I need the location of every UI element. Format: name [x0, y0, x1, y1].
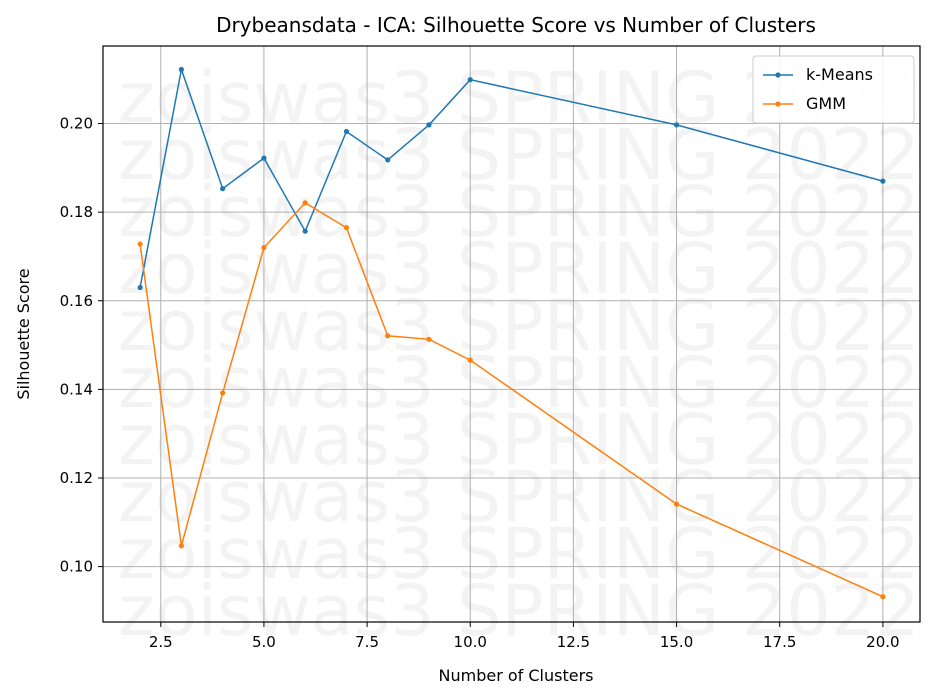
- y-tick-label: 0.16: [60, 292, 93, 310]
- data-point-gmm: [426, 336, 432, 342]
- y-tick-label: 0.12: [60, 469, 93, 487]
- legend-label-kmeans: k-Means: [806, 65, 873, 84]
- grid: [103, 46, 920, 622]
- data-point-k-means: [137, 284, 143, 291]
- data-point-k-means: [467, 77, 473, 83]
- data-point-k-means: [673, 122, 680, 128]
- data-point-gmm: [261, 245, 267, 251]
- data-point-gmm: [385, 333, 391, 339]
- x-tick-label: 17.5: [763, 633, 796, 651]
- data-point-k-means: [385, 157, 391, 163]
- data-point-gmm: [880, 594, 886, 600]
- data-point-k-means: [178, 66, 184, 73]
- data-point-k-means: [261, 155, 267, 161]
- legend: k-Means GMM: [752, 55, 915, 124]
- y-tick-label: 0.18: [60, 203, 93, 221]
- chart-title: Drybeansdata - ICA: Silhouette Score vs …: [216, 13, 816, 37]
- data-point-k-means: [302, 228, 308, 234]
- data-point-gmm: [302, 200, 308, 206]
- data-point-k-means: [343, 128, 350, 135]
- y-tick-label: 0.10: [60, 558, 93, 576]
- ticks: 2.5 5.0 7.5 10.0 12.5 15.0 17.5 20.0 0.10 0.12 0.1…: [60, 115, 900, 651]
- x-tick-label: 5.0: [252, 633, 276, 651]
- watermark-text: zoiswas3 SPRING 2022: [118, 285, 920, 367]
- y-tick-label: 0.14: [60, 380, 93, 398]
- x-axis-label: Number of Clusters: [439, 666, 594, 685]
- watermark-text: zoiswas3 SPRING 2022: [118, 399, 920, 481]
- y-axis-label: Silhouette Score: [14, 268, 33, 399]
- data-point-gmm: [673, 501, 680, 507]
- data-point-gmm: [343, 225, 350, 231]
- data-point-k-means: [426, 122, 432, 128]
- watermark-text: zoiswas3 SPRING 2022: [118, 570, 920, 652]
- legend-marker-kmeans: [775, 72, 781, 78]
- watermark: zoiswas3 SPRING 2022zoiswas3 SPRING 2022…: [118, 57, 920, 652]
- x-tick-label: 2.5: [149, 633, 173, 651]
- data-point-k-means: [880, 178, 886, 184]
- data-point-gmm: [220, 390, 226, 396]
- data-point-gmm: [137, 241, 143, 247]
- legend-box: [752, 55, 915, 124]
- y-tick-label: 0.20: [60, 115, 93, 133]
- x-tick-label: 12.5: [557, 633, 590, 651]
- series: [137, 66, 886, 600]
- x-tick-label: 20.0: [866, 633, 899, 651]
- x-tick-label: 7.5: [355, 633, 379, 651]
- legend-marker-gmm: [775, 101, 781, 107]
- data-point-gmm: [178, 543, 184, 549]
- x-tick-label: 15.0: [660, 633, 693, 651]
- data-point-k-means: [220, 186, 226, 192]
- watermark-text: zoiswas3 SPRING 2022: [118, 228, 920, 310]
- watermark-text: zoiswas3 SPRING 2022: [118, 456, 920, 538]
- watermark-text: zoiswas3 SPRING 2022: [118, 342, 920, 424]
- data-point-gmm: [467, 357, 473, 363]
- plot-frame: [102, 45, 921, 623]
- x-tick-label: 10.0: [454, 633, 487, 651]
- legend-label-gmm: GMM: [806, 94, 846, 113]
